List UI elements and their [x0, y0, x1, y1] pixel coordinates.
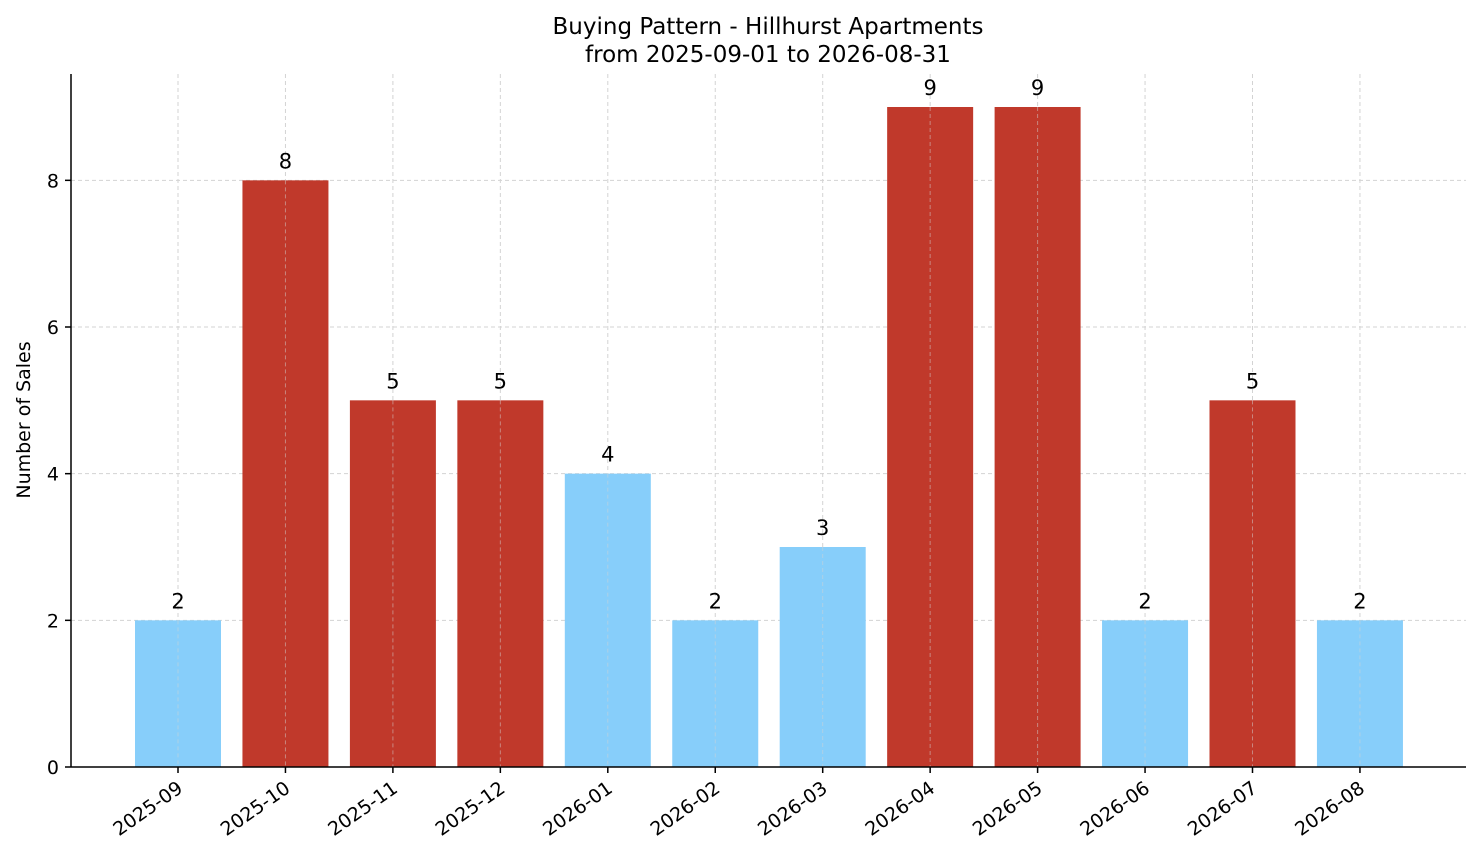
x-tick-label-2026-05: 2026-05 — [969, 777, 1047, 841]
y-tick-label-0: 0 — [47, 757, 59, 779]
x-tick-label-2026-01: 2026-01 — [539, 777, 617, 841]
chart-title: Buying Pattern - Hillhurst Apartments — [553, 14, 984, 40]
x-tick-label-2025-12: 2025-12 — [432, 777, 510, 841]
chart-subtitle: from 2025-09-01 to 2026-08-31 — [585, 42, 951, 68]
y-axis-label: Number of Sales — [13, 341, 35, 498]
y-tick-label-8: 8 — [47, 170, 59, 192]
x-tick-label-2026-08: 2026-08 — [1291, 777, 1369, 841]
data-label-2026-02: 2 — [709, 589, 722, 613]
y-tick-label-6: 6 — [47, 317, 59, 339]
data-label-2026-03: 3 — [816, 516, 829, 540]
x-tick-label-2025-10: 2025-10 — [217, 777, 295, 841]
data-label-2026-04: 9 — [923, 76, 936, 100]
data-label-2026-07: 5 — [1246, 369, 1259, 393]
y-tick-label-4: 4 — [47, 464, 59, 486]
y-tick-label-2: 2 — [47, 610, 59, 632]
data-label-2025-09: 2 — [171, 589, 184, 613]
bar-2026-01 — [564, 473, 651, 767]
data-label-2025-10: 8 — [279, 149, 292, 173]
data-label-2026-06: 2 — [1138, 589, 1151, 613]
data-label-2026-01: 4 — [601, 443, 614, 467]
plot-area: 2 8 5 5 4 2 3 9 9 2 5 2 0 2 4 6 8 2025-09 2025-10 2025-11 20… — [47, 74, 1466, 841]
bar-2025-10 — [242, 180, 329, 768]
x-tick-label-2026-04: 2026-04 — [861, 777, 939, 841]
x-tick-label-2026-06: 2026-06 — [1076, 777, 1154, 841]
data-label-2025-12: 5 — [494, 369, 507, 393]
bar-2026-03 — [779, 547, 866, 767]
x-tick-label-2026-07: 2026-07 — [1184, 777, 1262, 841]
data-label-2025-11: 5 — [386, 369, 399, 393]
data-label-2026-08: 2 — [1353, 589, 1366, 613]
x-tick-label-2026-03: 2026-03 — [754, 777, 832, 841]
x-tick-label-2025-11: 2025-11 — [324, 777, 402, 841]
x-tick-label-2026-02: 2026-02 — [646, 777, 724, 841]
x-tick-label-2025-09: 2025-09 — [109, 777, 187, 841]
data-label-2026-05: 9 — [1031, 76, 1044, 100]
